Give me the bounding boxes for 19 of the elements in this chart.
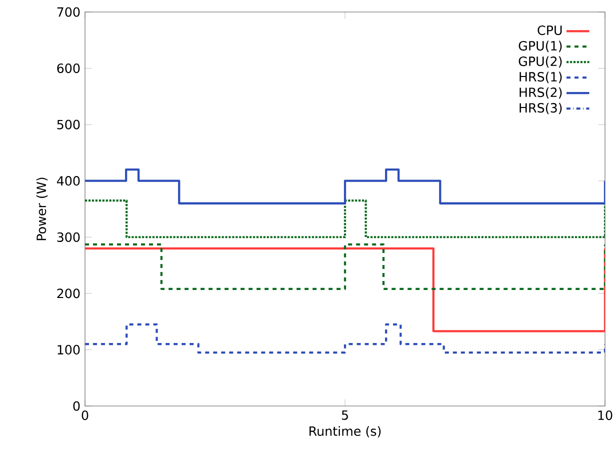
legend-label: GPU(2)	[518, 56, 562, 68]
y-axis-title: Power (W)	[36, 178, 48, 240]
y-tick-label: 400	[56, 176, 80, 186]
y-tick-label: 700	[57, 7, 80, 17]
legend-label: GPU(1)	[518, 40, 562, 52]
legend-label: CPU	[538, 25, 562, 36]
y-tick-label: 200	[57, 288, 80, 298]
x-axis-title: Runtime (s)	[310, 426, 381, 438]
legend-label: HRS(2)	[520, 87, 562, 99]
y-tick-label: 0	[73, 401, 80, 411]
x-tick-label: 0	[82, 410, 88, 420]
y-tick-label: 600	[57, 63, 80, 74]
y-tick-label: 500	[57, 120, 80, 130]
x-tick-label: 5	[342, 410, 348, 420]
y-tick-label: 100	[58, 344, 80, 355]
legend-label: HRS(3)	[520, 102, 562, 114]
legend-label: HRS(1)	[520, 72, 562, 84]
x-tick-label: 10	[598, 410, 612, 420]
y-tick-label: 300	[57, 232, 80, 242]
